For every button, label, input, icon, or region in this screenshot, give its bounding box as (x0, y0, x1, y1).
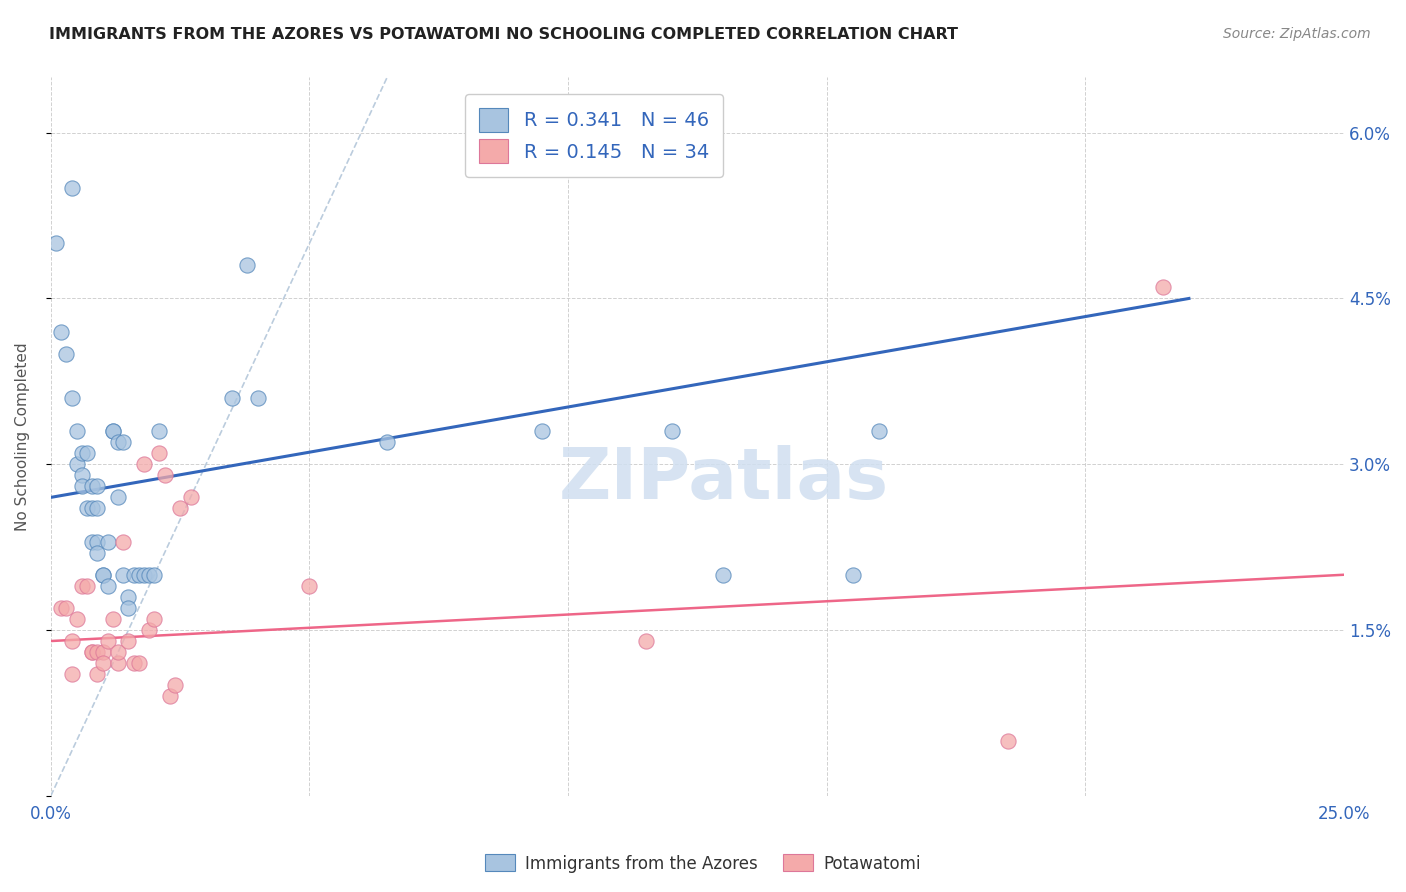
Point (101, 424, 124, 438)
Point (143, 567, 166, 582)
Point (143, 612, 166, 626)
Point (86, 645, 108, 659)
Point (221, 391, 243, 405)
Point (531, 424, 554, 438)
Point (86, 479, 108, 493)
Point (97, 634, 120, 648)
Point (112, 435, 135, 450)
Point (179, 491, 201, 505)
Point (91, 645, 114, 659)
Point (122, 656, 145, 670)
Point (66, 424, 89, 438)
Point (101, 424, 124, 438)
Point (97, 534, 120, 549)
Legend: R = 0.341   N = 46, R = 0.145   N = 34: R = 0.341 N = 46, R = 0.145 N = 34 (465, 95, 723, 177)
Point (1152, 280, 1174, 294)
Text: ZIPatlas: ZIPatlas (558, 445, 889, 514)
Point (128, 656, 150, 670)
Point (82, 479, 104, 493)
Point (70, 446, 93, 460)
Point (60, 667, 83, 681)
Point (163, 678, 186, 692)
Point (132, 457, 155, 471)
Point (55, 347, 77, 361)
Point (148, 424, 170, 438)
Point (86, 667, 108, 681)
Point (107, 656, 129, 670)
Text: Source: ZipAtlas.com: Source: ZipAtlas.com (1223, 27, 1371, 41)
Point (246, 391, 269, 405)
Point (91, 567, 114, 582)
Point (159, 690, 181, 704)
Point (70, 579, 93, 593)
Point (82, 501, 104, 516)
Point (51, 325, 73, 339)
Point (76, 446, 98, 460)
Point (60, 181, 83, 195)
Point (55, 600, 77, 615)
Point (169, 501, 191, 516)
Point (101, 612, 124, 626)
Point (997, 733, 1019, 747)
Point (634, 634, 657, 648)
Point (107, 435, 129, 450)
Text: IMMIGRANTS FROM THE AZORES VS POTAWATOMI NO SCHOOLING COMPLETED CORRELATION CHAR: IMMIGRANTS FROM THE AZORES VS POTAWATOMI… (49, 27, 959, 42)
Point (661, 424, 683, 438)
Point (70, 468, 93, 483)
Point (45, 236, 67, 251)
Point (60, 634, 83, 648)
Point (153, 468, 176, 483)
Point (841, 567, 863, 582)
Point (91, 567, 114, 582)
Point (298, 579, 321, 593)
Point (375, 435, 398, 450)
Point (66, 457, 89, 471)
Point (107, 645, 129, 659)
Point (132, 567, 155, 582)
Point (86, 501, 108, 516)
Point (148, 446, 170, 460)
Point (117, 590, 139, 604)
Point (112, 567, 135, 582)
Point (117, 600, 139, 615)
Point (76, 579, 98, 593)
Point (82, 534, 104, 549)
Point (91, 656, 114, 670)
Point (86, 534, 108, 549)
Point (51, 600, 73, 615)
Point (236, 258, 259, 272)
Legend: Immigrants from the Azores, Potawatomi: Immigrants from the Azores, Potawatomi (478, 847, 928, 880)
Y-axis label: No Schooling Completed: No Schooling Completed (15, 343, 30, 531)
Point (128, 567, 150, 582)
Point (117, 634, 139, 648)
Point (86, 546, 108, 560)
Point (60, 391, 83, 405)
Point (107, 491, 129, 505)
Point (76, 501, 98, 516)
Point (97, 579, 120, 593)
Point (82, 645, 104, 659)
Point (122, 567, 145, 582)
Point (711, 567, 734, 582)
Point (66, 612, 89, 626)
Point (868, 424, 890, 438)
Point (112, 534, 135, 549)
Point (138, 623, 160, 637)
Point (138, 567, 160, 582)
Point (82, 645, 104, 659)
Point (70, 479, 93, 493)
